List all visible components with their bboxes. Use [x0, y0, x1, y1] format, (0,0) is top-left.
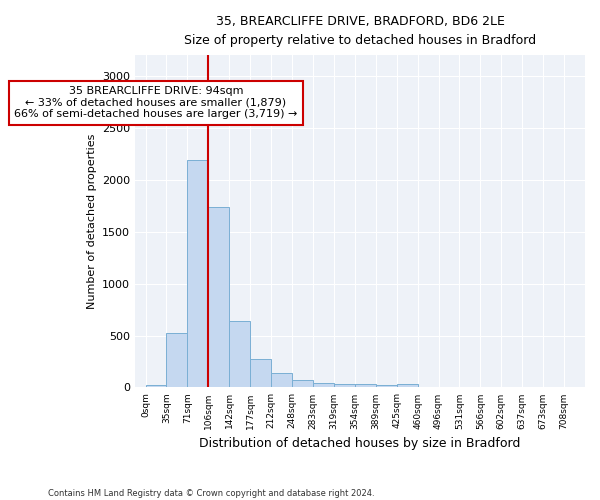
Bar	[146, 386, 166, 388]
Bar	[187, 160, 208, 388]
Bar	[271, 373, 292, 388]
Bar	[166, 334, 187, 388]
Text: Contains HM Land Registry data © Crown copyright and database right 2024.: Contains HM Land Registry data © Crown c…	[48, 488, 374, 498]
Bar	[229, 321, 250, 388]
Bar	[292, 380, 313, 388]
Bar	[334, 384, 355, 388]
Y-axis label: Number of detached properties: Number of detached properties	[86, 134, 97, 309]
Bar	[313, 384, 334, 388]
Bar	[355, 384, 376, 388]
Bar	[397, 384, 418, 388]
Title: 35, BREARCLIFFE DRIVE, BRADFORD, BD6 2LE
Size of property relative to detached h: 35, BREARCLIFFE DRIVE, BRADFORD, BD6 2LE…	[184, 15, 536, 47]
Bar	[250, 360, 271, 388]
Text: 35 BREARCLIFFE DRIVE: 94sqm
← 33% of detached houses are smaller (1,879)
66% of : 35 BREARCLIFFE DRIVE: 94sqm ← 33% of det…	[14, 86, 298, 120]
X-axis label: Distribution of detached houses by size in Bradford: Distribution of detached houses by size …	[199, 437, 521, 450]
Bar	[208, 206, 229, 388]
Bar	[376, 385, 397, 388]
